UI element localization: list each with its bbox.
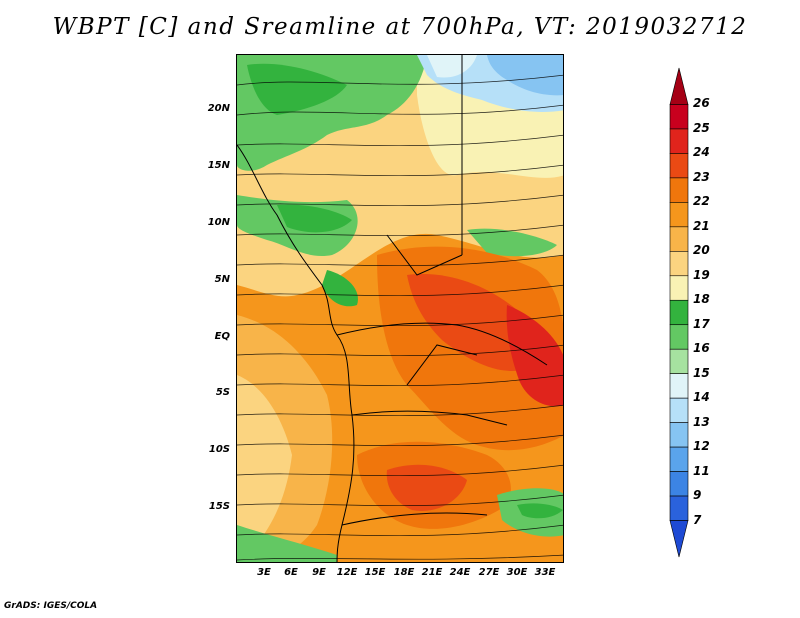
lon-tick-label: 18E [393, 567, 415, 578]
lon-tick-label: 24E [449, 567, 471, 578]
colorbar-label: 11 [693, 463, 710, 478]
colorbar-swatch [669, 251, 689, 277]
colorbar-swatch [669, 324, 689, 350]
footer-credit: GrADS: IGES/COLA [4, 601, 98, 611]
wbpt-field [237, 55, 563, 562]
colorbar-swatch [669, 128, 689, 154]
colorbar-swatch [669, 275, 689, 301]
colorbar-label: 9 [693, 488, 702, 503]
colorbar-label: 26 [693, 96, 710, 111]
colorbar-label: 7 [693, 512, 702, 527]
colorbar-swatch [669, 202, 689, 228]
colorbar-label: 12 [693, 439, 710, 454]
colorbar-swatch [669, 177, 689, 203]
lat-tick-label: 15S [208, 501, 230, 512]
lat-tick-label: 5S [215, 387, 230, 398]
colorbar-label: 24 [693, 145, 710, 160]
colorbar-label: 25 [693, 120, 710, 135]
colorbar-label: 16 [693, 341, 710, 356]
colorbar-label: 21 [693, 218, 710, 233]
weather-map [236, 54, 564, 563]
colorbar-label: 19 [693, 267, 710, 282]
colorbar-swatch [669, 520, 689, 558]
colorbar-swatch [669, 348, 689, 374]
lon-tick-label: 6E [284, 567, 298, 578]
lat-tick-label: 15N [207, 160, 230, 171]
lon-tick-label: 15E [364, 567, 386, 578]
lon-tick-label: 3E [257, 567, 271, 578]
colorbar-swatch [669, 373, 689, 399]
lon-tick-label: 9E [312, 567, 326, 578]
lat-tick-label: EQ [214, 331, 230, 342]
colorbar-label: 23 [693, 169, 710, 184]
colorbar-swatch [669, 153, 689, 179]
lat-tick-label: 20N [207, 103, 230, 114]
colorbar-label: 17 [693, 316, 710, 331]
colorbar-label: 22 [693, 194, 710, 209]
colorbar-swatch [669, 104, 689, 130]
map-title: WBPT [C] and Sreamline at 700hPa, VT: 20… [52, 14, 748, 40]
colorbar-swatch [669, 226, 689, 252]
colorbar-label: 13 [693, 414, 710, 429]
colorbar-label: 20 [693, 243, 710, 258]
colorbar-swatch [669, 397, 689, 423]
colorbar-swatch [669, 446, 689, 472]
lon-tick-label: 21E [421, 567, 443, 578]
lat-tick-label: 10S [208, 444, 230, 455]
lon-tick-label: 33E [534, 567, 556, 578]
lon-tick-label: 27E [478, 567, 500, 578]
colorbar-swatch [669, 67, 689, 105]
lon-tick-label: 12E [336, 567, 358, 578]
lat-tick-label: 10N [207, 217, 230, 228]
lat-tick-label: 5N [214, 274, 230, 285]
colorbar-swatch [669, 471, 689, 497]
lon-tick-label: 30E [506, 567, 528, 578]
colorbar-swatch [669, 422, 689, 448]
colorbar-swatch [669, 299, 689, 326]
colorbar-swatch [669, 495, 689, 521]
colorbar-label: 14 [693, 390, 710, 405]
colorbar-label: 15 [693, 365, 710, 380]
colorbar-label: 18 [693, 292, 710, 307]
